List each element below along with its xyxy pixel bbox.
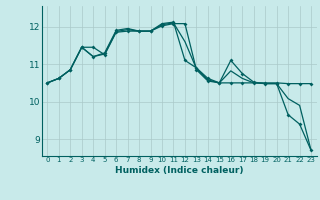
X-axis label: Humidex (Indice chaleur): Humidex (Indice chaleur) xyxy=(115,166,244,175)
